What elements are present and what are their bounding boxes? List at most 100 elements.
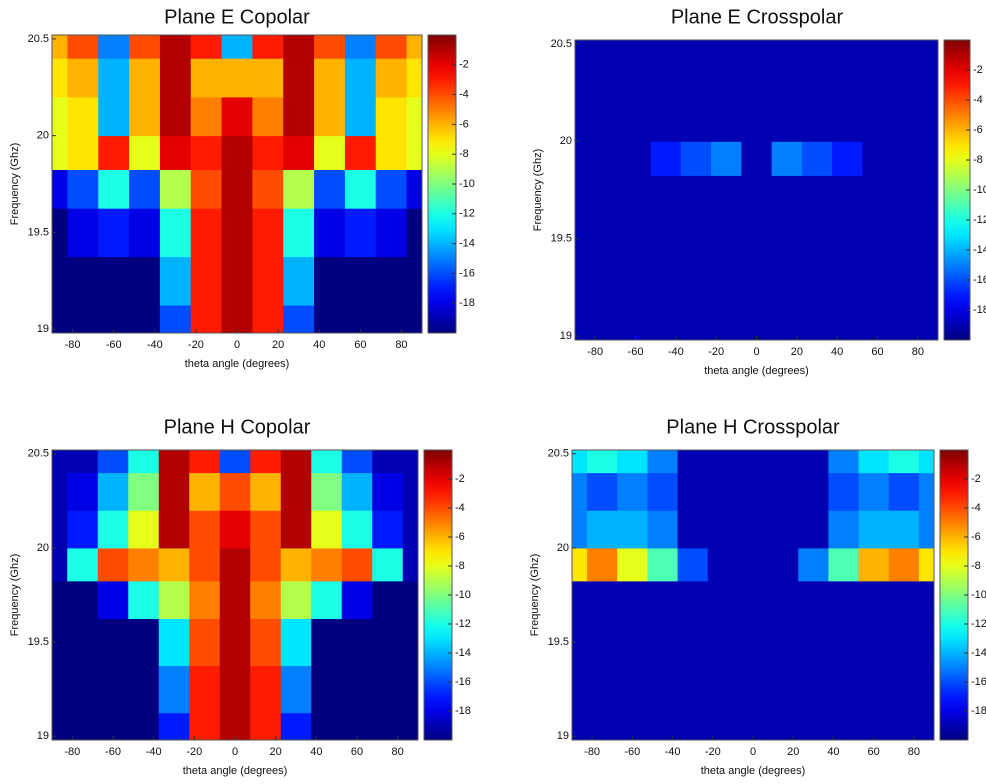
heatmap-cell [587, 665, 618, 714]
heatmap-cell [344, 304, 377, 333]
x-axis-label: theta angle (degrees) [704, 365, 809, 377]
heatmap-cell [341, 472, 373, 511]
heatmap-cell [862, 263, 894, 313]
heatmap-cell [922, 263, 938, 313]
heatmap-cell [617, 618, 648, 667]
heatmap-cell [344, 256, 377, 306]
colorbar-tick-label: -8 [971, 560, 981, 572]
colorbar-tick-label: -14 [459, 238, 475, 250]
heatmap-cell [159, 58, 192, 98]
heatmap-cells [52, 450, 418, 740]
heatmap-cell [590, 40, 621, 64]
heatmap-cell [128, 618, 160, 667]
heatmap-cell [189, 618, 221, 667]
heatmap-cell [768, 547, 799, 582]
x-axis-label: theta angle (degrees) [701, 765, 806, 777]
heatmap-cell [159, 256, 192, 306]
colorbar-tick-label: -18 [971, 705, 986, 717]
x-tick-label: 20 [791, 346, 803, 358]
heatmap-cell [190, 35, 223, 59]
heatmap-cell [862, 214, 894, 264]
heatmap-cell [771, 263, 803, 313]
heatmap-cell [858, 712, 890, 740]
heatmap-cell [159, 96, 192, 137]
heatmap-cell [737, 472, 769, 511]
colorbar-tick-label: -18 [459, 297, 475, 309]
heatmap-cell [922, 102, 938, 142]
heatmap-cell [52, 304, 68, 333]
heatmap-cell [647, 712, 679, 740]
heatmap-cell [590, 141, 621, 176]
heatmap-cell [677, 712, 709, 740]
chart-title: Plane H Crosspolar [666, 416, 840, 438]
x-tick-label: 60 [354, 339, 366, 351]
colorbar-tick-label: -6 [971, 531, 981, 543]
heatmap-cell [801, 63, 833, 103]
heatmap-cell [587, 547, 618, 582]
heatmap-cells [575, 40, 938, 340]
heatmap-cell [918, 547, 934, 582]
heatmap-cell [922, 63, 938, 103]
colorbar [939, 449, 969, 741]
heatmap-cell [189, 472, 221, 511]
heatmap-cell [67, 135, 99, 170]
heatmap-cell [250, 618, 282, 667]
heatmap-cell [587, 580, 618, 620]
heatmap-cell [219, 618, 251, 667]
heatmap-cell [575, 175, 591, 215]
heatmap-cell [158, 547, 190, 582]
heatmap-cell [372, 712, 404, 740]
heatmap-cell [314, 304, 346, 333]
heatmap-cell [67, 580, 99, 620]
heatmap-cell [647, 510, 679, 549]
heatmap-cell [862, 311, 894, 340]
heatmap-cell [375, 169, 408, 209]
heatmap-cell [768, 712, 799, 740]
heatmap-cell [372, 665, 404, 714]
heatmap-cell [918, 618, 934, 667]
heatmap-cell [128, 712, 160, 740]
heatmap-cell [97, 665, 129, 714]
heatmap-cell [402, 618, 418, 667]
x-tick-label: 80 [395, 339, 407, 351]
heatmap-cell [158, 580, 190, 620]
heatmap-cell [888, 510, 920, 549]
heatmap-cell [128, 510, 160, 549]
heatmap-cell [590, 175, 621, 215]
heatmap-cell [128, 580, 160, 620]
heatmap-cell [344, 58, 377, 98]
heatmap-cell [97, 712, 129, 740]
heatmap-cell [406, 208, 422, 258]
heatmap-cell [737, 450, 769, 474]
heatmap-cell [737, 618, 769, 667]
heatmap-cell [341, 665, 373, 714]
heatmap-cell [707, 450, 739, 474]
colorbar-tick-label: -6 [455, 531, 465, 543]
heatmap-cell [858, 472, 890, 511]
heatmap-cell [219, 712, 251, 740]
heatmap-cell [707, 510, 739, 549]
heatmap-cell [311, 547, 343, 582]
heatmap-cell [918, 510, 934, 549]
heatmap-cell [647, 472, 679, 511]
heatmap-cell [737, 665, 769, 714]
heatmap-cell [918, 580, 934, 620]
heatmap-cell [575, 102, 591, 142]
x-tick-label: -40 [665, 746, 681, 758]
colorbar-tick-label: -6 [459, 118, 469, 130]
heatmap-cell [771, 40, 803, 64]
heatmap-cell [128, 547, 160, 582]
heatmap-cell [128, 665, 160, 714]
heatmap-cell [97, 547, 129, 582]
x-tick-label: 60 [351, 746, 363, 758]
heatmap-cell [372, 472, 404, 511]
heatmap-cell [280, 472, 312, 511]
y-tick-label: 19.5 [28, 636, 49, 648]
heatmap-cell [341, 580, 373, 620]
heatmap-cell [572, 547, 588, 582]
heatmap-cell [590, 63, 621, 103]
heatmap-cell [832, 311, 863, 340]
heatmap-cell [647, 580, 679, 620]
heatmap-cell [650, 102, 682, 142]
